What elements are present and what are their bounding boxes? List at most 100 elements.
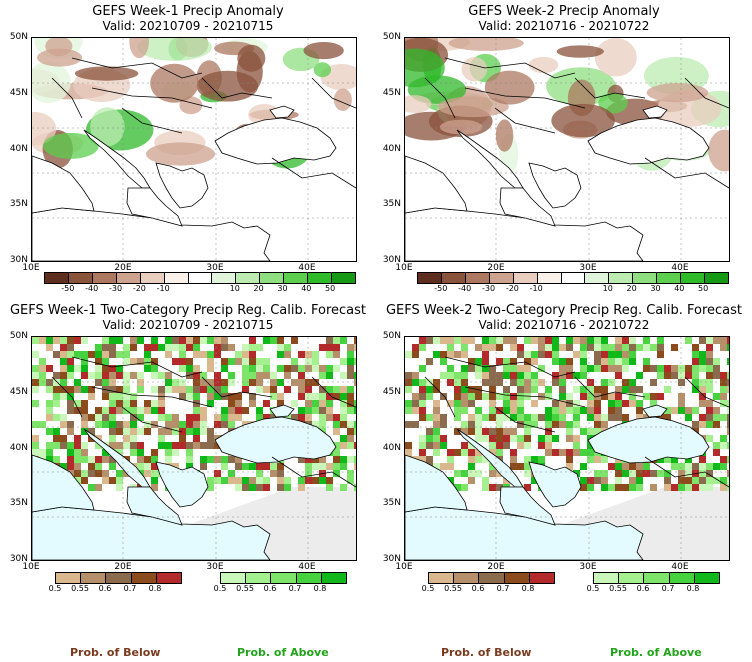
country-border: [494, 406, 556, 433]
anomaly-colorbar-left-swatch-4: [140, 273, 165, 283]
panel-4-title: GEFS Week-2 Two-Category Precip Reg. Cal…: [385, 303, 743, 318]
prob-below-colorbar-left-swatch-0: [56, 573, 82, 583]
prob-above-colorbar-left-swatch-4: [321, 573, 347, 583]
panel-4-lat-label-40N: 40N: [382, 442, 401, 453]
anomaly-colorbar-left-swatch-7: [212, 273, 237, 283]
sea-area: [587, 416, 710, 464]
sea-area: [405, 454, 468, 513]
panel-3-lon-label-30E: 30E: [206, 562, 224, 572]
prob-above-colorbar-left-tick-0: 0.5: [213, 584, 227, 593]
anomaly-colorbar-left-tick-1: -40: [85, 284, 99, 293]
country-border: [684, 376, 729, 408]
anomaly-colorbar-right-tick-1: -40: [458, 284, 472, 293]
sea-area: [32, 155, 95, 214]
panel-1-lat-label-35N: 35N: [9, 199, 28, 210]
country-border: [494, 107, 556, 134]
country-border: [71, 57, 203, 79]
anomaly-colorbar-left-tick-4: -10: [156, 284, 170, 293]
sea-area: [642, 105, 668, 119]
prob-below-colorbar-right-tick-4: 0.8: [521, 584, 535, 593]
anomaly-colorbar-right-tick-5: 10: [602, 284, 613, 293]
anomaly-colorbar-right-swatch-10: [657, 273, 682, 283]
prob-above-label-right: Prob. of Above: [610, 646, 702, 659]
anomaly-colorbar-right-swatch-8: [609, 273, 634, 283]
panel-3-valid: Valid: 20210709 - 20210715: [102, 318, 274, 332]
anomaly-colorbar-left-tick-6: 20: [253, 284, 264, 293]
prob-below-colorbar-right-tick-2: 0.6: [471, 584, 485, 593]
panel-2-lon-label-10E: 10E: [395, 263, 413, 273]
panel-2-lon-label-40E: 40E: [671, 263, 689, 273]
sea-area: [642, 404, 668, 418]
country-border: [71, 356, 203, 378]
panel-4-lon-label-30E: 30E: [579, 562, 597, 572]
prob-below-colorbar-left-swatch-4: [156, 573, 182, 583]
sea-area: [126, 187, 183, 227]
country-border: [91, 87, 213, 109]
panel-1-lon-label-20E: 20E: [114, 263, 132, 273]
country-border: [91, 386, 213, 408]
panel-1-lat-label-50N: 50N: [9, 32, 28, 42]
sea-area: [528, 162, 582, 209]
prob-below-colorbar-left-tick-1: 0.55: [71, 584, 89, 593]
prob-below-colorbar-right-swatch-2: [479, 573, 505, 583]
country-border: [311, 376, 356, 408]
panel-2-lat-label-35N: 35N: [382, 199, 401, 210]
anomaly-colorbar-right-tick-4: -10: [529, 284, 543, 293]
prob-above-colorbar-right-swatch-4: [694, 573, 720, 583]
anomaly-colorbar-right: [417, 272, 729, 284]
anomaly-colorbar-left-tick-3: -20: [132, 284, 146, 293]
country-border: [424, 77, 456, 119]
sea-area: [32, 454, 95, 513]
prob-above-colorbar-right-tick-0: 0.5: [586, 584, 600, 593]
panel-1-lat-label-40N: 40N: [9, 143, 28, 154]
prob-below-colorbar-right-swatch-4: [529, 573, 555, 583]
prob-below-colorbar-left: [55, 572, 182, 584]
panel-1-lon-label-10E: 10E: [22, 263, 40, 273]
anomaly-colorbar-right-swatch-4: [513, 273, 538, 283]
anomaly-colorbar-right-swatch-3: [489, 273, 514, 283]
anomaly-colorbar-left-swatch-3: [116, 273, 141, 283]
prob-above-colorbar-right-tick-1: 0.55: [609, 584, 627, 593]
prob-above-colorbar-left-swatch-0: [221, 573, 247, 583]
panel-3-lon-label-20E: 20E: [114, 562, 132, 572]
anomaly-colorbar-right-swatch-6: [561, 273, 586, 283]
sea-area: [269, 404, 295, 418]
panel-3-lat-label-50N: 50N: [9, 331, 28, 341]
anomaly-colorbar-right-swatch-11: [681, 273, 706, 283]
panel-3-lon-label-40E: 40E: [298, 562, 316, 572]
anomaly-colorbar-right-swatch-5: [537, 273, 562, 283]
panel-2-title: GEFS Week-2 Precip Anomaly: [468, 4, 660, 19]
anomaly-colorbar-right-swatch-7: [585, 273, 610, 283]
prob-above-colorbar-left-tick-3: 0.7: [288, 584, 302, 593]
panel-3-title: GEFS Week-1 Two-Category Precip Reg. Cal…: [9, 303, 367, 318]
anomaly-colorbar-left-tick-7: 30: [277, 284, 288, 293]
sea-area: [214, 416, 337, 464]
sea-area: [528, 461, 582, 508]
country-border: [201, 77, 273, 99]
panel-2-lat-label-45N: 45N: [382, 87, 401, 98]
prob-above-colorbar-left-tick-4: 0.8: [313, 584, 327, 593]
anomaly-colorbar-left-tick-5: 10: [229, 284, 240, 293]
anomaly-colorbar-left-tick-2: -30: [108, 284, 123, 293]
country-border: [444, 356, 576, 378]
anomaly-colorbar-right-tick-0: -50: [434, 284, 448, 293]
anomaly-colorbar-left-swatch-6: [188, 273, 213, 283]
panel-2-anomaly-map: [404, 37, 730, 262]
panel-4-probability-map: [404, 336, 730, 561]
prob-above-colorbar-left-tick-2: 0.6: [263, 584, 277, 593]
anomaly-colorbar-right-swatch-9: [633, 273, 658, 283]
prob-below-colorbar-right-tick-0: 0.5: [421, 584, 435, 593]
anomaly-colorbar-left-swatch-11: [308, 273, 333, 283]
country-border: [271, 456, 356, 488]
panel-2-lon-label-20E: 20E: [487, 263, 505, 273]
prob-above-colorbar-left-swatch-2: [271, 573, 297, 583]
country-border: [121, 107, 183, 134]
anomaly-colorbar-left-tick-0: -50: [61, 284, 75, 293]
prob-below-label-right: Prob. of Below: [441, 646, 532, 659]
panel-4-lat-label-45N: 45N: [382, 386, 401, 397]
anomaly-colorbar-left-swatch-12: [332, 273, 355, 283]
panel-1-lat-label-45N: 45N: [9, 87, 28, 98]
prob-below-colorbar-right-swatch-3: [504, 573, 530, 583]
country-border: [424, 376, 456, 418]
country-border: [51, 77, 83, 119]
